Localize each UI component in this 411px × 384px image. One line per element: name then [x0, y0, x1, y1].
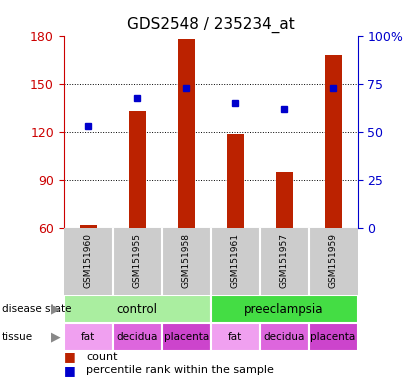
- Text: percentile rank within the sample: percentile rank within the sample: [86, 365, 274, 375]
- Bar: [162, 323, 211, 351]
- Text: ▶: ▶: [51, 303, 60, 316]
- Title: GDS2548 / 235234_at: GDS2548 / 235234_at: [127, 17, 295, 33]
- Bar: [226, 134, 244, 228]
- Text: decidua: decidua: [263, 332, 305, 342]
- Bar: [113, 323, 162, 351]
- Text: GSM151958: GSM151958: [182, 233, 191, 288]
- Text: ■: ■: [64, 364, 76, 377]
- Bar: [260, 323, 309, 351]
- Bar: [325, 55, 342, 228]
- Text: GSM151961: GSM151961: [231, 233, 240, 288]
- Bar: [309, 323, 358, 351]
- Text: decidua: decidua: [116, 332, 158, 342]
- Bar: [275, 172, 293, 228]
- Bar: [210, 295, 358, 323]
- Bar: [178, 39, 195, 228]
- Bar: [64, 295, 210, 323]
- Text: placenta: placenta: [164, 332, 209, 342]
- Text: fat: fat: [81, 332, 95, 342]
- Text: GSM151959: GSM151959: [328, 233, 337, 288]
- Text: ■: ■: [64, 350, 76, 363]
- Text: fat: fat: [228, 332, 242, 342]
- Text: placenta: placenta: [310, 332, 356, 342]
- Text: tissue: tissue: [2, 332, 33, 342]
- Text: GSM151955: GSM151955: [133, 233, 142, 288]
- Text: GSM151960: GSM151960: [84, 233, 93, 288]
- Text: control: control: [117, 303, 158, 316]
- Bar: [64, 323, 113, 351]
- Text: ▶: ▶: [51, 330, 60, 343]
- Bar: [129, 111, 146, 228]
- Text: count: count: [86, 352, 118, 362]
- Text: preeclampsia: preeclampsia: [245, 303, 324, 316]
- Text: GSM151957: GSM151957: [279, 233, 289, 288]
- Bar: [80, 225, 97, 228]
- Bar: [210, 323, 260, 351]
- Text: disease state: disease state: [2, 304, 72, 314]
